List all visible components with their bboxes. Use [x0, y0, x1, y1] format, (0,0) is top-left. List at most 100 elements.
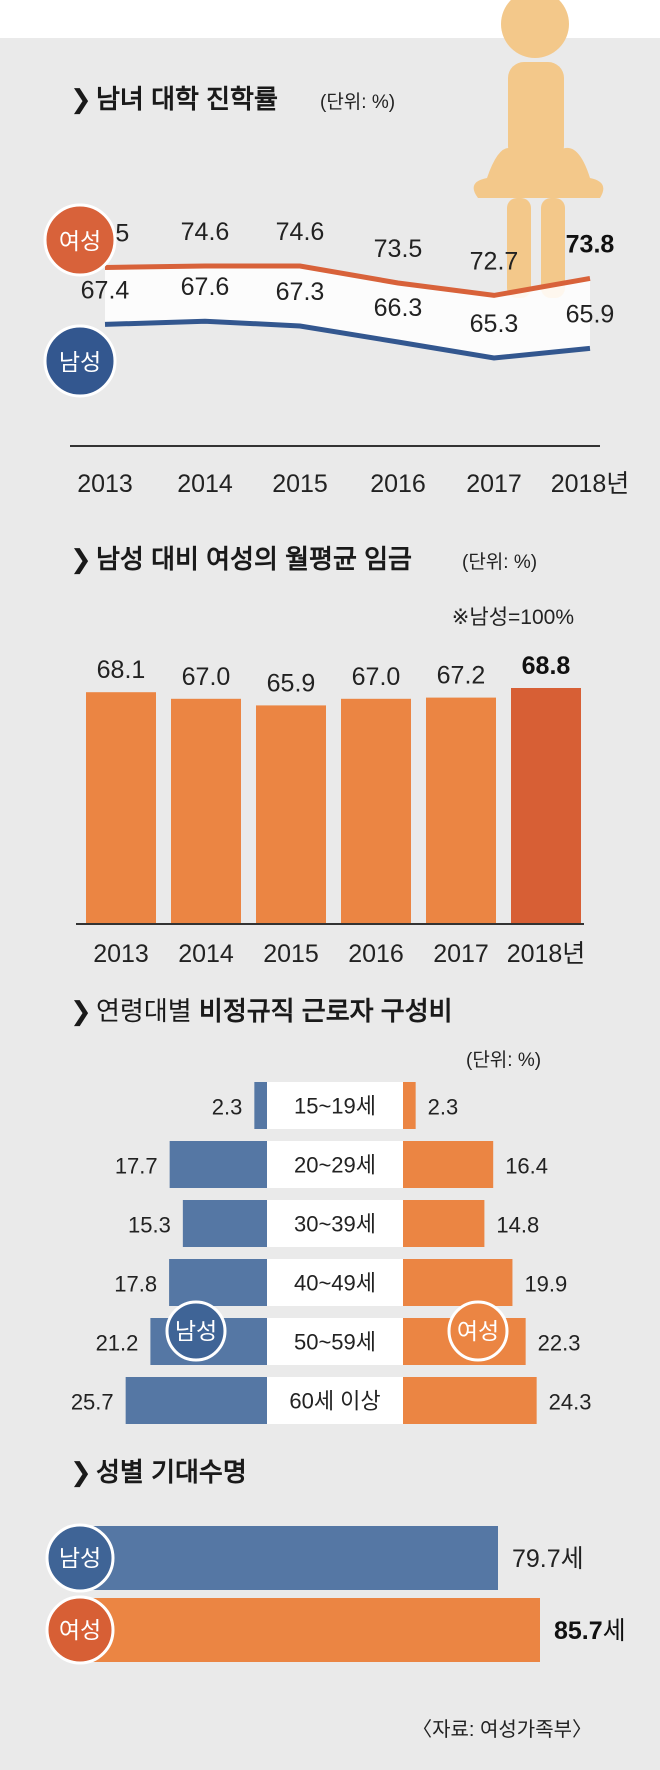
male-pyramid-bar — [125, 1377, 268, 1424]
life-value-suffix: 세 — [561, 1545, 584, 1573]
wage-value-label: 68.8 — [522, 652, 571, 680]
life-title-bullet-icon: ❯ — [70, 1457, 92, 1488]
pyramid-female-badge-label: 여성 — [457, 1318, 499, 1344]
male-pyramid-value: 25.7 — [71, 1390, 114, 1415]
male-data-label: 67.4 — [81, 276, 130, 304]
female-pyramid-bar — [403, 1377, 537, 1424]
pyramid-chart-unit: (단위: %) — [466, 1049, 541, 1071]
line-chart-title: 남녀 대학 진학률 — [96, 84, 278, 114]
female-figure-icon — [473, 0, 604, 298]
life-bar — [70, 1526, 498, 1590]
wage-value-label: 67.0 — [352, 663, 401, 691]
life-chart-title: 성별 기대수명 — [96, 1457, 247, 1487]
male-data-label: 66.3 — [374, 294, 423, 322]
wage-x-tick: 2015 — [263, 940, 319, 968]
wage-bar — [341, 698, 411, 924]
male-pyramid-bar — [169, 1141, 267, 1188]
male-data-label: 65.3 — [470, 310, 519, 338]
line-x-tick: 2018년 — [551, 470, 630, 498]
age-label-box — [267, 1377, 403, 1424]
female-data-label: 73.5 — [374, 235, 423, 263]
wage-value-label: 67.0 — [182, 663, 231, 691]
pyramid-male-badge-label: 남성 — [175, 1318, 217, 1344]
pyramid-female-badge: 여성 — [447, 1300, 509, 1362]
male-pyramid-bar — [169, 1259, 267, 1306]
age-group-label: 60세 이상 — [289, 1389, 380, 1414]
wage-note: ※남성=100% — [452, 606, 574, 629]
male-badge: 남성 — [43, 324, 117, 398]
college-rate-section: ❯ 남녀 대학 진학률 (단위: %) 2013 2014 2015 2016 2017… — [43, 84, 630, 498]
age-label-box — [267, 1200, 403, 1247]
age-group-label: 15~19세 — [294, 1094, 376, 1119]
age-group-label: 30~39세 — [294, 1212, 376, 1237]
line-title-bullet-icon: ❯ — [70, 84, 92, 115]
female-series-line — [104, 263, 591, 298]
female-pyramid-bar — [403, 1141, 494, 1188]
wage-title-bullet-icon: ❯ — [70, 544, 92, 575]
wage-value-label: 68.1 — [97, 656, 146, 684]
pyramid-chart-title: 연령대별 비정규직 근로자 구성비 — [96, 996, 453, 1026]
male-badge-label: 남성 — [59, 349, 101, 375]
wage-title-bold: 여성의 월평균 임금 — [206, 544, 412, 574]
life-badge-label: 여성 — [59, 1617, 101, 1643]
wage-section: ❯ 남성 대비 여성의 월평균 임금 (단위: %) ※남성=100% 68.1… — [70, 544, 585, 968]
wage-value-label: 67.2 — [437, 662, 486, 690]
female-pyramid-value: 14.8 — [496, 1213, 539, 1238]
female-data-label: 73.8 — [566, 230, 615, 258]
line-gap-band — [105, 266, 590, 358]
life-badge — [45, 1595, 115, 1665]
line-x-tick: 2016 — [370, 470, 426, 498]
wage-title-normal: 남성 대비 — [96, 544, 206, 574]
female-pyramid-value: 2.3 — [428, 1095, 459, 1120]
life-value-number: 79.7 — [512, 1545, 561, 1573]
wage-value-label: 65.9 — [267, 669, 316, 697]
male-pyramid-value: 17.8 — [114, 1272, 157, 1297]
female-pyramid-value: 22.3 — [538, 1331, 581, 1356]
wage-x-tick: 2013 — [93, 940, 149, 968]
female-badge-label: 여성 — [59, 228, 101, 254]
age-label-box — [267, 1082, 403, 1129]
wage-x-tick: 2014 — [178, 940, 234, 968]
wage-x-tick: 2018년 — [507, 940, 586, 968]
age-label-box — [267, 1318, 403, 1365]
pyramid-title-normal: 연령대별 — [96, 996, 199, 1026]
pyramid-male-badge: 남성 — [165, 1300, 227, 1362]
female-data-label: 74.6 — [276, 218, 325, 246]
age-label-box — [267, 1259, 403, 1306]
female-pyramid-bar — [403, 1259, 513, 1306]
life-badge — [45, 1523, 115, 1593]
life-badge-label: 남성 — [59, 1545, 101, 1571]
male-series-line — [104, 318, 591, 361]
male-data-label: 67.3 — [276, 278, 325, 306]
female-pyramid-bar — [403, 1082, 416, 1129]
male-pyramid-value: 17.7 — [115, 1154, 158, 1179]
age-group-label: 40~49세 — [294, 1271, 376, 1296]
male-pyramid-value: 15.3 — [128, 1213, 171, 1238]
life-value-label: 79.7세 — [512, 1545, 584, 1573]
life-value-suffix: 세 — [603, 1617, 626, 1645]
wage-bar — [256, 705, 326, 924]
wage-bar — [171, 698, 241, 924]
pyramid-title-bullet-icon: ❯ — [70, 996, 92, 1027]
wage-chart-unit: (단위: %) — [462, 551, 537, 573]
wage-chart-title: 남성 대비 여성의 월평균 임금 — [96, 544, 412, 574]
male-pyramid-bar — [182, 1200, 267, 1247]
pyramid-title-bold: 비정규직 근로자 구성비 — [199, 996, 453, 1026]
female-pyramid-value: 24.3 — [549, 1390, 592, 1415]
female-data-label: 74.6 — [181, 218, 230, 246]
female-pyramid-value: 19.9 — [524, 1272, 567, 1297]
life-bar — [70, 1598, 540, 1662]
line-x-tick: 2014 — [177, 470, 233, 498]
source-note: 〈자료: 여성가족부〉 — [412, 1718, 592, 1741]
female-pyramid-bar — [403, 1200, 485, 1247]
life-value-label: 85.7세 — [554, 1617, 626, 1645]
line-x-tick: 2013 — [77, 470, 133, 498]
male-data-label: 65.9 — [566, 300, 615, 328]
wage-bar — [86, 692, 156, 924]
age-group-label: 20~29세 — [294, 1153, 376, 1178]
wage-x-tick: 2016 — [348, 940, 404, 968]
line-chart-unit: (단위: %) — [320, 91, 395, 113]
male-pyramid-value: 2.3 — [212, 1095, 243, 1120]
